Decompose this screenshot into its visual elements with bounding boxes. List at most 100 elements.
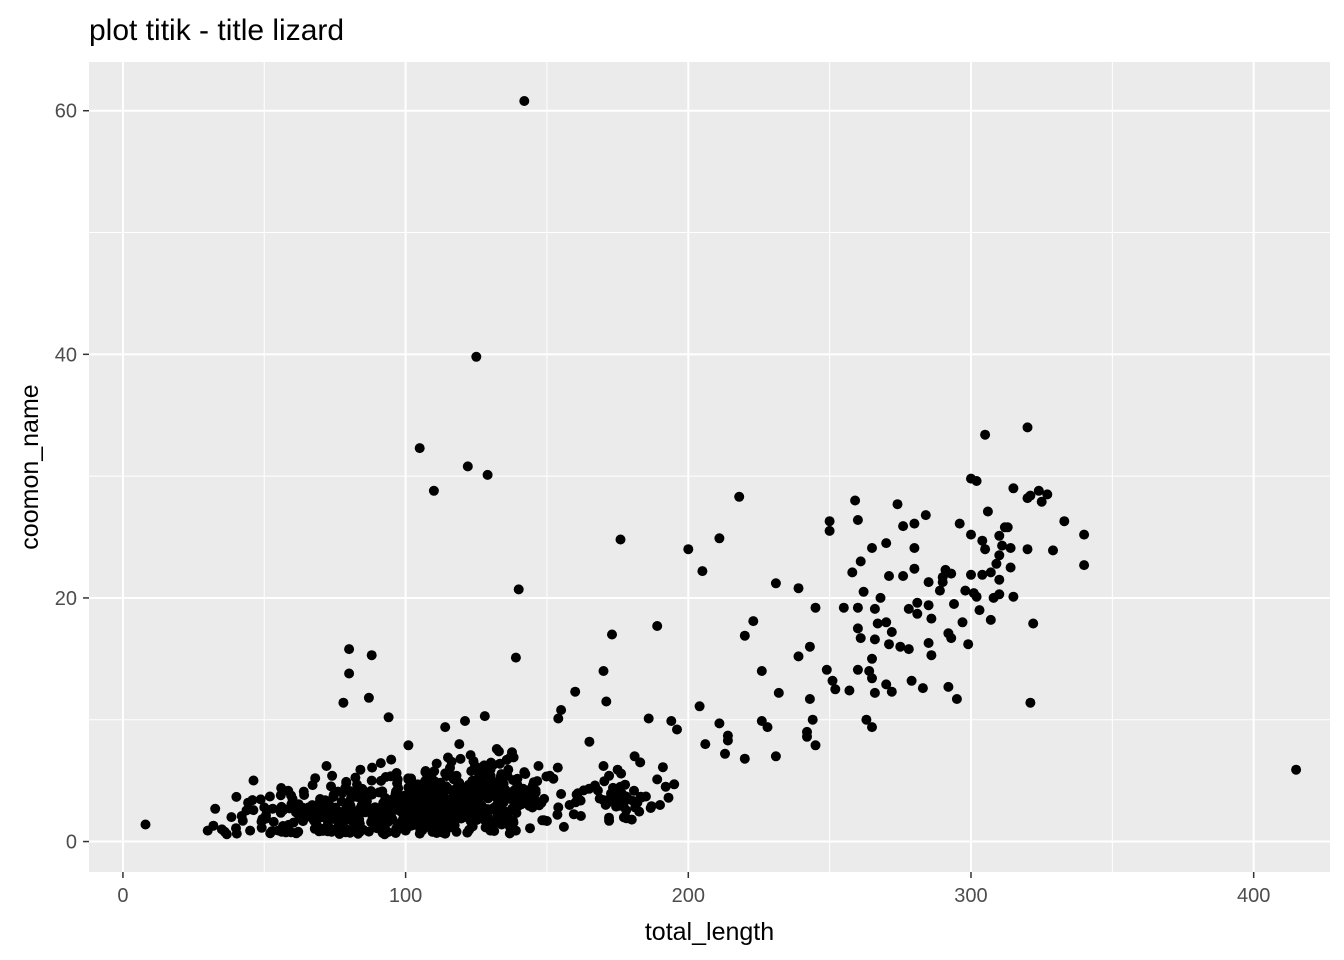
data-point <box>255 794 266 805</box>
data-point <box>383 712 394 723</box>
data-point <box>971 476 982 486</box>
data-point <box>943 681 954 692</box>
data-point <box>623 794 634 805</box>
data-point <box>946 568 957 579</box>
data-point <box>793 583 804 594</box>
data-point <box>379 829 390 840</box>
data-point <box>714 718 725 729</box>
y-axis: 0 20 40 60 <box>55 101 89 854</box>
data-point <box>872 618 883 629</box>
data-point <box>830 684 841 695</box>
data-point <box>884 571 894 581</box>
data-point <box>669 779 680 790</box>
data-point <box>804 641 815 652</box>
data-point <box>963 639 974 650</box>
data-point <box>666 716 677 726</box>
data-point <box>511 808 522 818</box>
data-point <box>739 753 750 764</box>
data-point <box>980 544 991 555</box>
data-point <box>512 773 523 784</box>
data-point <box>264 791 275 802</box>
data-point <box>1008 591 1019 602</box>
data-point <box>807 714 818 725</box>
data-point <box>824 516 835 527</box>
data-point <box>982 506 993 517</box>
data-point <box>909 518 920 529</box>
y-tick-label: 0 <box>66 832 77 854</box>
data-point <box>454 777 465 788</box>
data-point <box>329 824 340 835</box>
data-point <box>344 668 355 679</box>
data-point <box>598 761 609 771</box>
data-point <box>997 540 1008 551</box>
data-point <box>957 617 968 628</box>
data-point <box>909 543 920 553</box>
data-point <box>268 816 279 827</box>
data-point <box>340 783 351 794</box>
data-point <box>570 686 581 697</box>
data-point <box>248 775 259 786</box>
data-point <box>598 666 609 676</box>
data-point <box>614 800 625 811</box>
plot-panel <box>89 62 1330 872</box>
data-point <box>960 585 971 596</box>
data-point <box>226 812 237 823</box>
data-point <box>456 789 467 800</box>
data-point <box>977 569 988 580</box>
data-point <box>266 826 277 837</box>
data-point <box>446 803 457 814</box>
data-point <box>208 820 219 831</box>
data-point <box>292 800 303 811</box>
data-point <box>672 724 682 735</box>
data-point <box>635 791 646 802</box>
data-point <box>259 802 270 813</box>
data-point <box>1005 562 1016 573</box>
data-point <box>994 550 1005 561</box>
y-tick-label: 60 <box>55 101 77 123</box>
data-point <box>604 812 614 823</box>
data-point <box>568 809 579 820</box>
data-point <box>386 812 397 823</box>
data-point <box>615 534 626 545</box>
data-point <box>770 578 781 589</box>
minor-gridlines <box>89 62 1330 872</box>
data-point <box>326 781 336 792</box>
data-point <box>722 735 733 746</box>
data-point <box>324 800 335 811</box>
data-point <box>556 705 567 715</box>
data-point <box>714 533 725 544</box>
data-point <box>376 775 386 786</box>
x-tick-label: 0 <box>117 885 128 907</box>
data-point <box>300 805 311 816</box>
data-point <box>926 613 937 624</box>
data-point <box>881 538 892 549</box>
major-gridlines <box>89 62 1330 872</box>
data-point <box>231 828 242 839</box>
data-point <box>898 521 909 532</box>
data-point <box>895 641 906 652</box>
data-point <box>571 789 582 800</box>
data-point <box>951 694 962 704</box>
data-point <box>838 602 849 613</box>
data-point <box>994 589 1005 600</box>
data-point <box>344 644 355 655</box>
data-point <box>491 744 502 754</box>
data-point <box>427 826 438 837</box>
data-point <box>1079 560 1090 571</box>
data-point <box>867 673 877 684</box>
data-point <box>906 675 917 686</box>
data-point <box>592 785 603 796</box>
x-axis: 0 100 200 300 400 <box>117 872 1270 907</box>
data-point <box>513 584 524 595</box>
data-point <box>770 751 781 762</box>
data-point <box>1059 516 1070 527</box>
data-point <box>616 768 627 779</box>
data-point <box>739 630 750 641</box>
data-point <box>479 711 490 722</box>
data-point <box>923 638 934 648</box>
data-point <box>414 443 425 454</box>
data-point <box>482 804 493 815</box>
data-point <box>949 599 959 609</box>
data-point <box>454 739 465 750</box>
